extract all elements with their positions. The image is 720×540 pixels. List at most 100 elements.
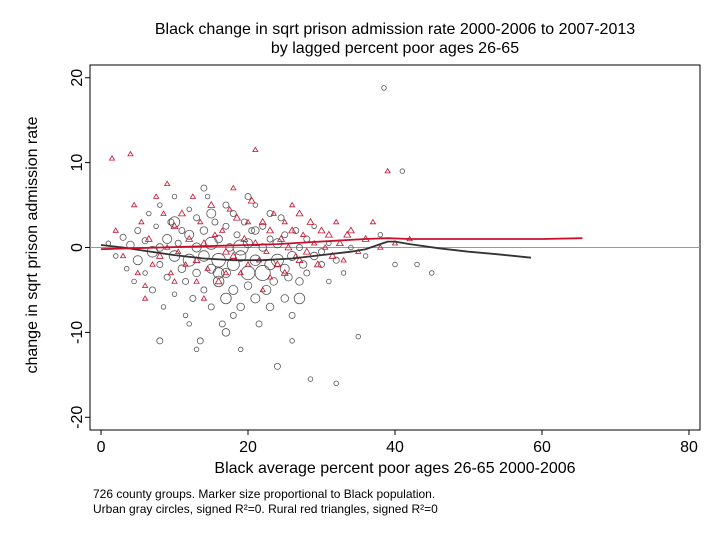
- rural-triangle-marker: [219, 227, 226, 233]
- fit-lines: [100, 237, 583, 262]
- rural-triangle-marker: [211, 231, 219, 237]
- urban-circle-marker: [186, 206, 192, 213]
- urban-circle-marker: [207, 303, 215, 311]
- urban-circle-marker: [280, 294, 289, 303]
- rural-triangle-marker: [152, 193, 160, 199]
- rural-triangle-marker: [149, 261, 156, 267]
- x-tick-label: 40: [386, 439, 404, 456]
- rural-triangle-marker: [108, 155, 116, 161]
- rural-triangle-marker: [266, 273, 274, 280]
- urban-circle-marker: [177, 264, 187, 273]
- urban-circle-marker: [141, 237, 149, 245]
- urban-circle-marker: [211, 218, 219, 226]
- urban-circle-marker: [162, 234, 173, 244]
- rural-triangle-marker: [252, 146, 259, 153]
- urban-circle-marker: [196, 337, 204, 345]
- urban-circle-marker: [156, 337, 164, 345]
- rural-triangle-marker: [170, 222, 179, 230]
- urban-circle-marker: [244, 193, 252, 201]
- urban-circle-marker: [295, 277, 304, 286]
- urban-circle-marker: [298, 260, 308, 269]
- rural-triangle-marker: [288, 201, 296, 208]
- urban-circle-marker: [193, 346, 200, 353]
- urban-circle-marker: [288, 311, 296, 319]
- rural-triangle-marker: [277, 234, 286, 242]
- rural-markers: [108, 146, 413, 301]
- urban-circle-marker: [296, 244, 303, 251]
- rural-triangle-marker: [343, 230, 352, 238]
- x-tick-label: 80: [680, 439, 698, 456]
- y-tick-label: 20: [69, 69, 86, 87]
- rural-triangle-marker: [221, 247, 231, 255]
- rural-triangle-marker: [340, 256, 347, 263]
- rural-triangle-marker: [112, 227, 119, 233]
- urban-circle-marker: [192, 268, 201, 278]
- urban-circle-marker: [255, 320, 263, 328]
- rural-triangle-marker: [171, 278, 178, 284]
- urban-circle-marker: [153, 223, 159, 229]
- rural-triangle-marker: [281, 218, 288, 225]
- rural-triangle-marker: [160, 210, 167, 216]
- urban-circle-marker: [214, 234, 223, 244]
- urban-circle-marker: [171, 193, 178, 200]
- rural-triangle-marker: [237, 269, 244, 276]
- urban-circle-marker: [236, 302, 245, 312]
- urban-circle-marker: [259, 222, 267, 230]
- urban-circle-marker: [212, 267, 225, 279]
- rural-triangle-marker: [193, 278, 200, 284]
- rural-triangle-marker: [144, 234, 153, 242]
- rural-triangle-marker: [177, 209, 186, 217]
- urban-circle-marker: [199, 226, 209, 235]
- urban-circle-marker: [414, 261, 420, 268]
- urban-circle-marker: [362, 253, 369, 259]
- urban-circle-marker: [222, 201, 230, 209]
- urban-circle-marker: [251, 226, 260, 235]
- rural-triangle-marker: [295, 209, 304, 217]
- urban-circle-marker: [156, 261, 164, 268]
- x-tick-label: 20: [239, 439, 257, 456]
- rural-triangle-marker: [273, 260, 282, 268]
- rural-triangle-marker: [280, 268, 289, 276]
- y-tick-label: -20: [69, 406, 86, 429]
- rural-triangle-marker: [263, 248, 270, 254]
- rural-triangle-marker: [204, 265, 211, 271]
- urban-circle-marker: [229, 210, 237, 217]
- urban-circle-marker: [218, 320, 226, 328]
- rural-triangle-marker: [288, 226, 297, 234]
- urban-circle-marker: [204, 236, 218, 250]
- urban-circle-marker: [149, 286, 156, 294]
- urban-circle-marker: [392, 261, 398, 268]
- urban-circle-marker: [182, 253, 196, 267]
- rural-triangle-marker: [317, 226, 326, 234]
- rural-triangle-marker: [141, 282, 149, 288]
- rural-triangle-marker: [270, 210, 277, 216]
- rural-triangle-marker: [214, 277, 223, 285]
- urban-circle-marker: [131, 278, 137, 285]
- rural-triangle-marker: [192, 256, 201, 263]
- urban-circle-marker: [332, 256, 340, 264]
- x-tick-label: 0: [97, 439, 106, 456]
- urban-circle-marker: [222, 222, 230, 230]
- urban-circle-marker: [198, 250, 210, 262]
- rural-triangle-marker: [247, 196, 256, 204]
- rural-triangle-marker: [226, 205, 233, 212]
- urban-circle-marker: [221, 328, 231, 337]
- rural-triangle-marker: [258, 217, 267, 225]
- urban-circle-marker: [266, 235, 274, 243]
- urban-circle-marker: [220, 292, 232, 305]
- rural-triangle-marker: [230, 184, 237, 191]
- rural-triangle-marker: [332, 218, 340, 225]
- urban-circle-marker: [261, 284, 272, 295]
- rural-triangle-marker: [207, 200, 216, 208]
- chart-title-line-2: by lagged percent poor ages 26-65: [270, 40, 520, 57]
- rural-triangle-marker: [134, 269, 142, 276]
- urban-circle-marker: [340, 270, 347, 276]
- urban-circle-marker: [240, 218, 248, 226]
- rural-triangle-marker: [259, 286, 266, 293]
- urban-circle-marker: [248, 227, 256, 234]
- urban-circle-marker: [212, 275, 225, 288]
- rural-triangle-marker: [141, 295, 149, 301]
- urban-circle-marker: [266, 210, 274, 217]
- urban-circle-marker: [254, 265, 271, 281]
